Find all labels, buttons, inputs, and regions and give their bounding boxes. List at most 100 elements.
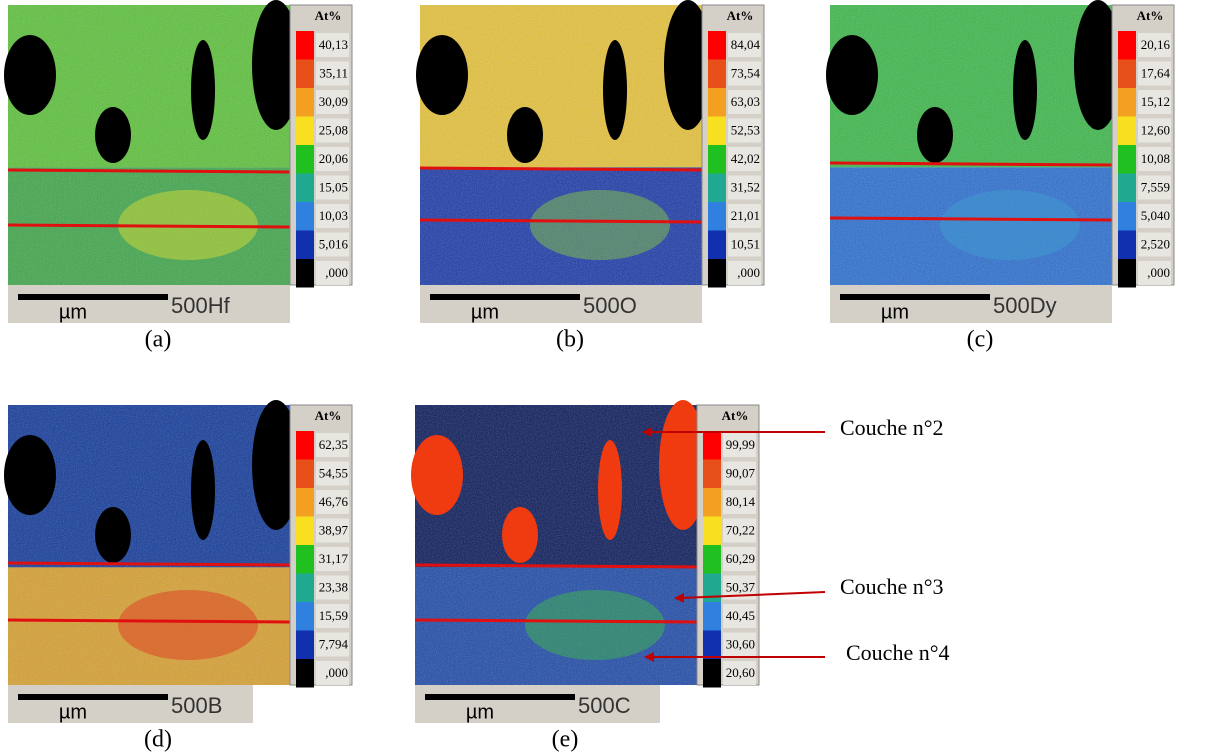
colorbar-cell xyxy=(728,232,761,257)
map-noise xyxy=(415,405,697,685)
colorbar-label: ,000 xyxy=(325,665,348,680)
map-blob xyxy=(411,435,463,515)
colorbar-label: 15,12 xyxy=(1141,94,1170,109)
map-region xyxy=(940,190,1080,260)
map-blob xyxy=(4,35,56,115)
colorbar-header: At% xyxy=(722,408,749,423)
colorbar-label: 20,06 xyxy=(319,151,349,166)
colorbar-label: 5,040 xyxy=(1141,208,1170,223)
colorbar-swatch xyxy=(296,459,314,488)
colorbar-label: 70,22 xyxy=(726,522,755,537)
colorbar-label: 50,37 xyxy=(726,579,756,594)
colorbar-cell xyxy=(316,632,349,657)
colorbar-label: 10,51 xyxy=(731,236,760,251)
colorbar-label: 73,54 xyxy=(731,65,761,80)
colorbar-cell xyxy=(316,575,349,600)
colorbar-swatch xyxy=(708,230,726,259)
colorbar-swatch xyxy=(703,459,721,488)
scalebar-unit: µm xyxy=(59,701,87,723)
colorbar-header: At% xyxy=(727,8,754,23)
colorbar-header: At% xyxy=(315,8,342,23)
colorbar-swatch xyxy=(296,59,314,88)
map-blob xyxy=(1074,0,1122,130)
colorbar-label: 2,520 xyxy=(1141,236,1170,251)
colorbar-cell xyxy=(728,261,761,285)
colorbar-cell xyxy=(723,604,756,628)
layer-line xyxy=(829,161,1113,167)
colorbar-swatch xyxy=(708,259,726,288)
colorbar-swatch xyxy=(708,59,726,88)
map-blob xyxy=(416,35,468,115)
colorbar-cell xyxy=(316,175,349,200)
map-blob xyxy=(826,35,878,115)
layer-line xyxy=(414,563,698,569)
map-region xyxy=(118,590,258,660)
map-blob xyxy=(603,40,627,140)
map-blob xyxy=(95,507,131,563)
colorbar-label: 54,55 xyxy=(319,465,348,480)
colorbar-header: At% xyxy=(1137,8,1164,23)
arrow-head xyxy=(644,652,654,662)
colorbar-swatch xyxy=(296,659,314,688)
colorbar-label: ,000 xyxy=(1147,265,1170,280)
colorbar-swatch xyxy=(1118,259,1136,288)
colorbar-cell xyxy=(316,547,349,571)
colorbar-label: 25,08 xyxy=(319,122,348,137)
annotation: Couche n°3 xyxy=(840,574,944,599)
colorbar-swatch xyxy=(296,116,314,145)
colorbar-label: 7,794 xyxy=(319,636,349,651)
colorbar-swatch xyxy=(296,145,314,174)
colorbar-swatch xyxy=(296,516,314,545)
annotation: Couche n°4 xyxy=(846,640,950,665)
colorbar-cell xyxy=(728,90,761,114)
colorbar-cell xyxy=(316,518,349,543)
layer-line xyxy=(419,166,703,172)
scalebar-text: 500O xyxy=(583,293,637,318)
colorbar-swatch xyxy=(1118,59,1136,88)
map-blob xyxy=(507,107,543,163)
colorbar-label: 62,35 xyxy=(319,437,348,452)
panel: At% 40,13 35,11 30,09 25,08 20,06 15,05 10,03 5,… xyxy=(4,0,353,353)
colorbar-cell xyxy=(316,147,349,171)
scalebar xyxy=(840,294,990,300)
colorbar-label: 31,17 xyxy=(319,551,349,566)
scalebar-unit: µm xyxy=(471,301,499,323)
layer-line xyxy=(7,618,291,624)
colorbar-label: 40,13 xyxy=(319,37,348,52)
colorbar-label: 10,08 xyxy=(1141,151,1170,166)
map-noise xyxy=(8,405,290,685)
colorbar-swatch xyxy=(1118,31,1136,60)
colorbar-swatch xyxy=(703,573,721,602)
colorbar-cell xyxy=(1138,175,1171,200)
colorbar-swatch xyxy=(703,488,721,517)
colorbar-swatch xyxy=(296,630,314,659)
colorbar-swatch xyxy=(703,545,721,574)
colorbar-swatch xyxy=(703,431,721,460)
map-noise xyxy=(8,5,290,285)
panel: At% 84,04 73,54 63,03 52,53 42,02 31,52 21,01 10… xyxy=(416,0,765,353)
colorbar-cell xyxy=(723,661,756,685)
map-noise xyxy=(830,5,1112,285)
colorbar-label: 23,38 xyxy=(319,579,348,594)
panel-caption: (e) xyxy=(552,727,579,753)
colorbar-label: 10,03 xyxy=(319,208,348,223)
colorbar-swatch xyxy=(703,630,721,659)
colorbar-cell xyxy=(316,118,349,143)
map-blob xyxy=(95,107,131,163)
colorbar-label: 15,59 xyxy=(319,608,348,623)
colorbar-swatch xyxy=(296,88,314,117)
colorbar-swatch xyxy=(1118,116,1136,145)
scalebar-bg xyxy=(830,285,1112,323)
colorbar-cell xyxy=(316,261,349,285)
annotation: Couche n°2 xyxy=(840,415,944,440)
colorbar-swatch xyxy=(296,602,314,631)
colorbar-cell xyxy=(316,461,349,486)
layer-line xyxy=(829,216,1113,222)
colorbar-swatch xyxy=(708,173,726,202)
colorbar-cell xyxy=(316,204,349,228)
colorbar-cell xyxy=(316,90,349,114)
map-region xyxy=(525,590,665,660)
panels: At% 40,13 35,11 30,09 25,08 20,06 15,05 10,03 5,… xyxy=(4,0,1175,753)
scalebar xyxy=(18,694,168,700)
